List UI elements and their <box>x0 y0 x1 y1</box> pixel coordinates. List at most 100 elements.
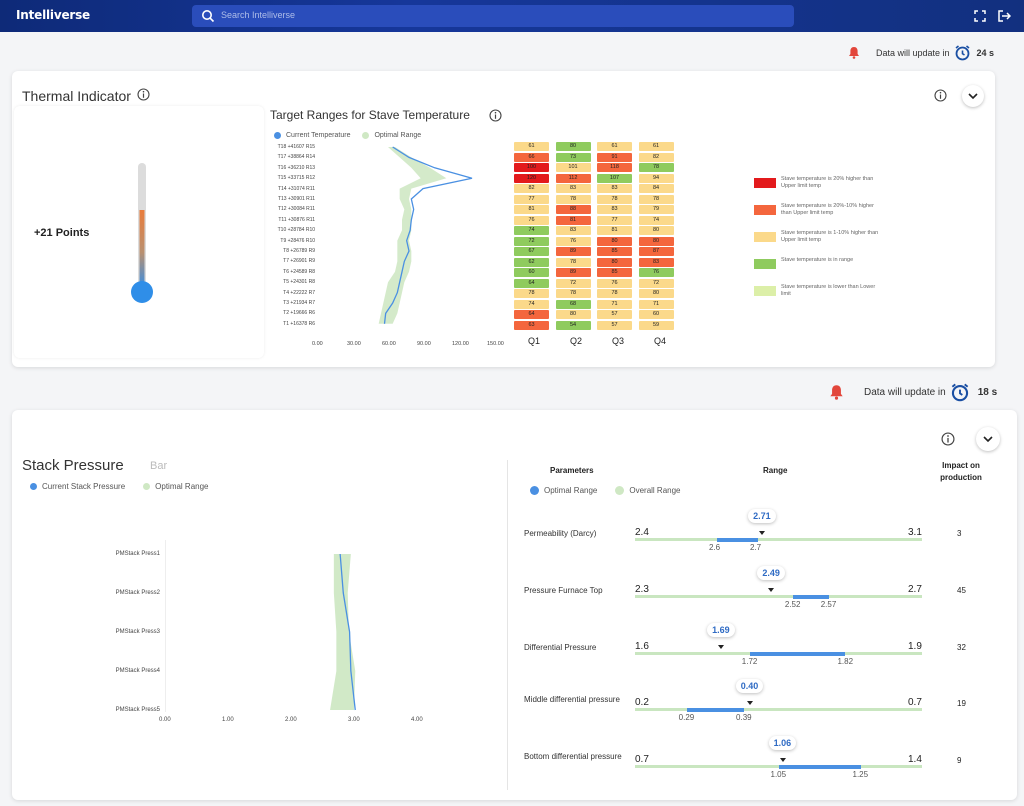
search-bar[interactable]: Search Intelliverse <box>192 5 794 27</box>
app-logo[interactable]: Intelliverse <box>16 8 90 22</box>
heatmap-cell[interactable]: 80 <box>555 310 591 319</box>
heatmap-cell[interactable]: 84 <box>638 184 674 193</box>
heatmap-cell[interactable]: 120 <box>514 173 549 183</box>
heatmap-cell[interactable]: 60 <box>638 310 674 319</box>
current-value-bubble[interactable]: 1.06 <box>768 736 797 750</box>
heatmap-cell[interactable]: 78 <box>555 289 591 298</box>
heatmap-cell[interactable]: 76 <box>514 215 549 225</box>
heatmap-cell[interactable]: 85 <box>597 247 632 256</box>
info-icon[interactable] <box>489 109 502 122</box>
heatmap-cell[interactable]: 62 <box>514 257 549 267</box>
heatmap-cell[interactable]: 77 <box>597 215 632 225</box>
heatmap-cell[interactable]: 74 <box>514 226 549 235</box>
current-value-bubble[interactable]: 0.40 <box>735 679 764 693</box>
heatmap-cell[interactable]: 72 <box>555 278 591 288</box>
heatmap-cell[interactable]: 78 <box>638 194 674 204</box>
heatmap-cell[interactable]: 81 <box>555 215 591 225</box>
heatmap-cell[interactable]: 87 <box>638 247 674 256</box>
heatmap-cell[interactable]: 60 <box>514 268 549 277</box>
heatmap-cell[interactable]: 82 <box>638 152 674 162</box>
heatmap-cell[interactable]: 64 <box>514 278 549 288</box>
heatmap-cell[interactable]: 89 <box>555 268 591 277</box>
heatmap-cell[interactable]: 94 <box>638 173 674 183</box>
legend-optimal[interactable]: Optimal Range <box>155 482 209 491</box>
heatmap-cell[interactable]: 85 <box>597 268 632 277</box>
heatmap-cell[interactable]: 101 <box>555 163 591 172</box>
heatmap-cell[interactable]: 89 <box>555 247 591 256</box>
heatmap-cell[interactable]: 59 <box>638 320 674 330</box>
heatmap-cell[interactable]: 74 <box>514 299 549 309</box>
legend-optimal[interactable]: Optimal Range <box>374 132 422 139</box>
heatmap-cell[interactable]: 77 <box>514 194 549 204</box>
heatmap-cell[interactable]: 83 <box>597 184 632 193</box>
heatmap-cell[interactable]: 78 <box>555 194 591 204</box>
heatmap-cell[interactable]: 66 <box>514 152 549 162</box>
heatmap-cell[interactable]: 78 <box>638 163 674 172</box>
collapse-button[interactable] <box>976 427 1000 451</box>
heatmap-cell[interactable]: 72 <box>514 236 549 246</box>
heatmap-cell[interactable]: 80 <box>597 236 632 246</box>
heatmap-cell[interactable]: 76 <box>555 236 591 246</box>
info-icon[interactable] <box>137 88 150 101</box>
heatmap-cell[interactable]: 81 <box>514 205 549 214</box>
heatmap-cell[interactable]: 78 <box>597 194 632 204</box>
info-icon[interactable] <box>941 432 955 446</box>
collapse-button[interactable] <box>962 85 984 107</box>
heatmap-cell[interactable]: 83 <box>638 257 674 267</box>
heatmap-cell[interactable]: 72 <box>638 278 674 288</box>
heatmap-cell[interactable]: 80 <box>638 236 674 246</box>
heatmap-cell[interactable]: 118 <box>597 163 632 172</box>
heatmap-cell[interactable]: 83 <box>555 184 591 193</box>
search-input[interactable]: Search Intelliverse <box>221 10 296 20</box>
heatmap-cell[interactable]: 61 <box>638 142 674 151</box>
legend-overall-range[interactable]: Overall Range <box>629 486 681 495</box>
heatmap-cell[interactable]: 79 <box>638 205 674 214</box>
heatmap-cell[interactable]: 64 <box>514 310 549 319</box>
heatmap-cell[interactable]: 71 <box>597 299 632 309</box>
bell-icon[interactable] <box>848 46 860 59</box>
section-divider <box>507 460 508 790</box>
heatmap-cell[interactable]: 80 <box>597 257 632 267</box>
legend-swatch <box>754 259 776 269</box>
heatmap-cell[interactable]: 100 <box>514 163 549 172</box>
heat-legend-row: Stave temperature is 1-10% higher than U… <box>754 230 881 244</box>
heatmap-cell[interactable]: 80 <box>638 289 674 298</box>
legend-current[interactable]: Current Stack Pressure <box>42 482 126 491</box>
heatmap-cell[interactable]: 82 <box>514 184 549 193</box>
heatmap-cell[interactable]: 80 <box>555 142 591 151</box>
info-icon[interactable] <box>934 89 947 102</box>
current-value-bubble[interactable]: 1.69 <box>707 623 735 637</box>
heatmap-cell[interactable]: 71 <box>638 299 674 309</box>
heatmap-cell[interactable]: 80 <box>638 226 674 235</box>
heatmap-cell[interactable]: 73 <box>555 152 591 162</box>
heat-legend-text: Stave temperature is in range <box>781 257 854 263</box>
heatmap-cell[interactable]: 54 <box>555 320 591 330</box>
heatmap-cell[interactable]: 88 <box>555 205 591 214</box>
heatmap-cell[interactable]: 76 <box>597 278 632 288</box>
heatmap-cell[interactable]: 67 <box>514 247 549 256</box>
heatmap-cell[interactable]: 107 <box>597 173 632 183</box>
heatmap-cell[interactable]: 63 <box>514 320 549 330</box>
heatmap-cell[interactable]: 81 <box>597 226 632 235</box>
current-value-bubble[interactable]: 2.71 <box>748 509 776 523</box>
legend-optimal-range[interactable]: Optimal Range <box>544 486 598 495</box>
heatmap-cell[interactable]: 61 <box>597 142 632 151</box>
heatmap-cell[interactable]: 68 <box>555 299 591 309</box>
fullscreen-icon[interactable] <box>973 9 987 23</box>
heatmap-cell[interactable]: 78 <box>597 289 632 298</box>
legend-current[interactable]: Current Temperature <box>286 132 351 139</box>
heatmap-cell[interactable]: 74 <box>638 215 674 225</box>
current-value-bubble[interactable]: 2.49 <box>757 566 785 580</box>
heatmap-cell[interactable]: 78 <box>555 257 591 267</box>
heatmap-cell[interactable]: 57 <box>597 310 632 319</box>
heatmap-cell[interactable]: 83 <box>597 205 632 214</box>
heatmap-cell[interactable]: 83 <box>555 226 591 235</box>
bell-icon[interactable] <box>829 384 844 400</box>
heatmap-cell[interactable]: 57 <box>597 320 632 330</box>
heatmap-cell[interactable]: 76 <box>638 268 674 277</box>
heatmap-cell[interactable]: 112 <box>555 173 591 183</box>
heatmap-cell[interactable]: 78 <box>514 289 549 298</box>
heatmap-cell[interactable]: 91 <box>597 152 632 162</box>
logout-icon[interactable] <box>997 9 1011 23</box>
heatmap-cell[interactable]: 61 <box>514 142 549 151</box>
